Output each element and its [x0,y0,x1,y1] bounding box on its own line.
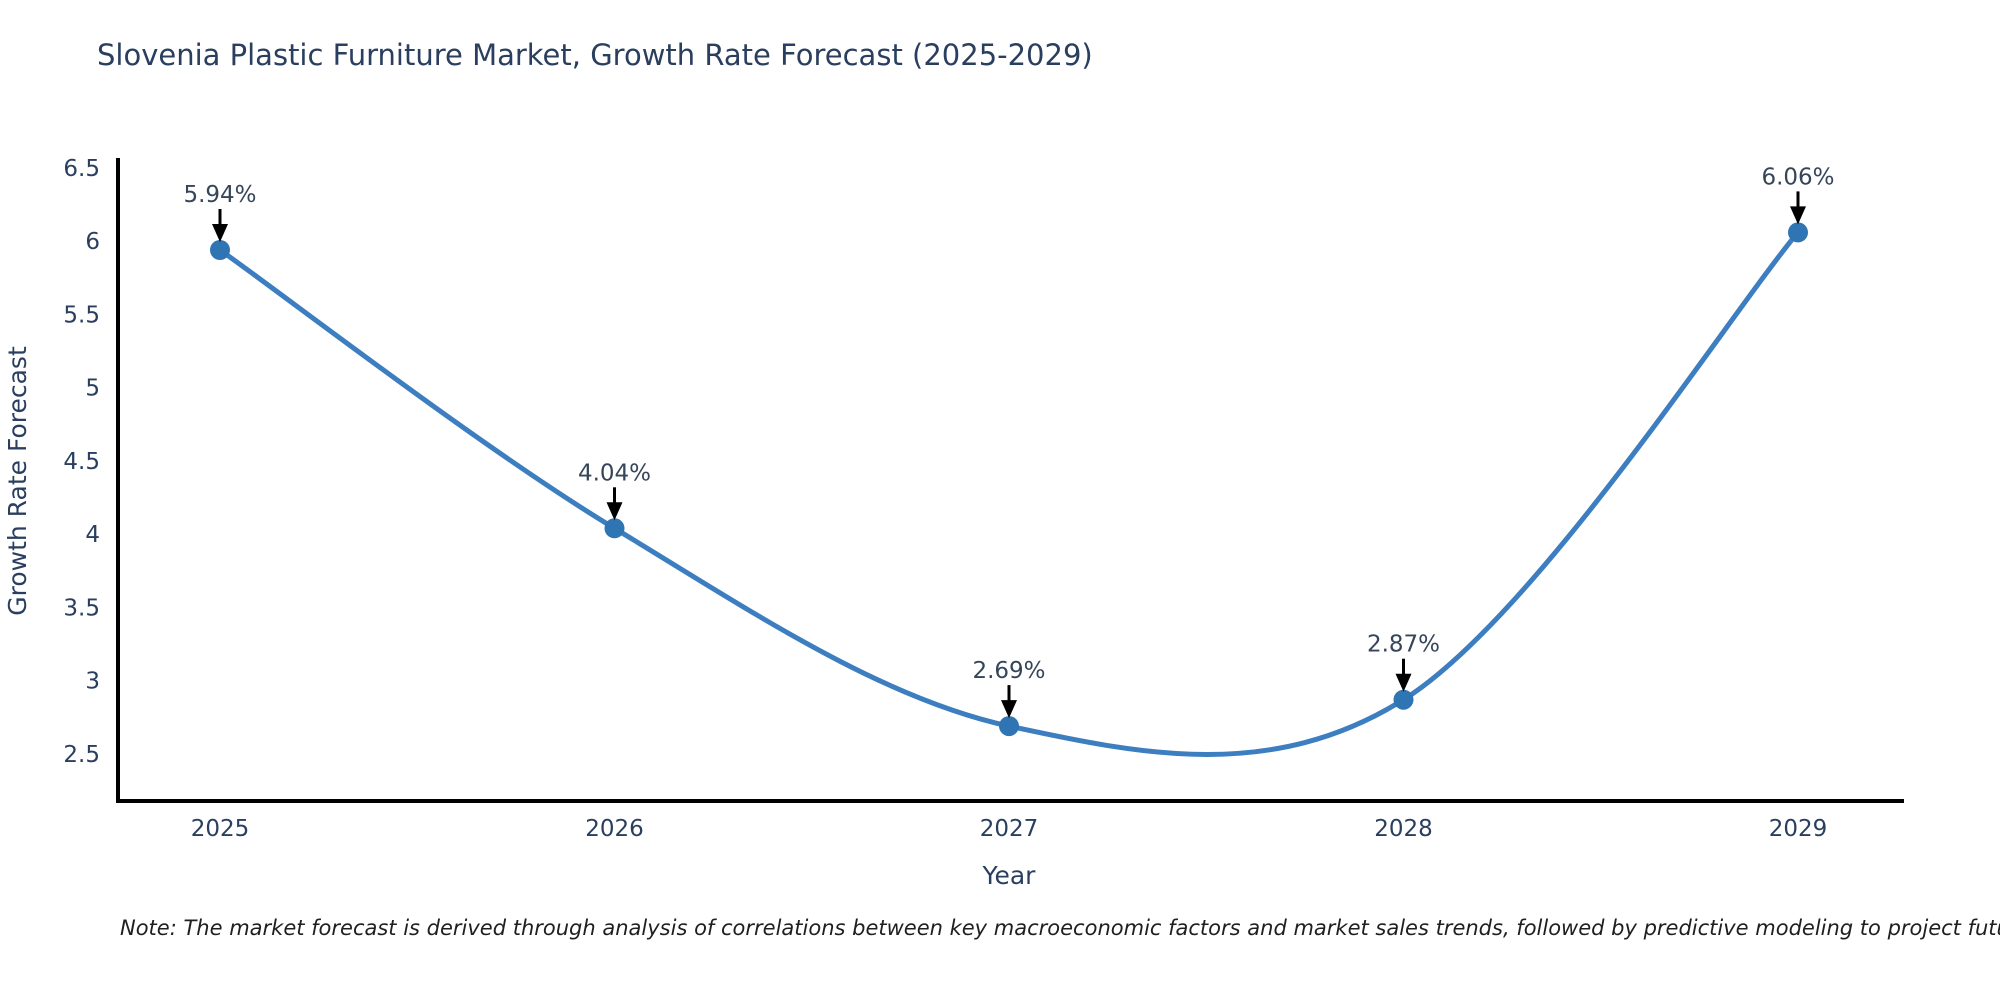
annotation-label: 4.04% [578,460,651,486]
annotation-arrowhead-icon [212,224,228,242]
y-tick-label: 6 [85,229,100,255]
annotation-label: 6.06% [1761,164,1834,190]
annotation-label: 2.69% [972,658,1045,684]
data-point-marker [604,518,625,539]
y-tick-label: 5.5 [63,302,100,328]
data-point-marker [999,716,1019,737]
y-tick-label: 6.5 [63,156,100,182]
x-tick-label: 2029 [1769,816,1828,842]
x-axis-title: Year [982,861,1037,890]
x-tick-label: 2026 [585,816,644,842]
y-tick-label: 2.5 [63,742,100,768]
annotation-label: 2.87% [1367,632,1440,658]
annotation-arrowhead-icon [1395,673,1412,692]
annotation-arrowhead-icon [1001,700,1017,719]
annotation-arrowhead-icon [1790,206,1806,225]
y-axis-title: Growth Rate Forecast [3,346,32,616]
x-tick-label: 2028 [1374,816,1433,842]
data-point-marker [1788,222,1808,243]
annotation-label: 5.94% [183,182,256,208]
x-tick-label: 2025 [191,816,250,842]
point-annotations: 5.94% 4.04% 2.69% 2.87% 6.06% [183,164,1835,719]
growth-rate-series [210,222,1808,757]
y-tick-label: 5 [85,376,100,402]
x-tick-label: 2027 [980,816,1039,842]
y-tick-label: 3.5 [63,595,100,621]
chart-title: Slovenia Plastic Furniture Market, Growt… [97,38,1093,72]
y-axis-tick-labels: 2.5 3 3.5 4 4.5 5 5.5 6 6.5 [63,156,100,768]
y-tick-label: 3 [85,669,100,695]
y-tick-label: 4.5 [63,449,100,475]
annotation-arrowhead-icon [606,502,623,521]
x-axis-tick-labels: 2025 2026 2027 2028 2029 [191,816,1828,842]
data-point-marker [1393,689,1414,710]
chart-footnote: Note: The market forecast is derived thr… [120,916,2000,940]
data-point-marker [210,240,230,260]
y-tick-label: 4 [85,522,100,548]
